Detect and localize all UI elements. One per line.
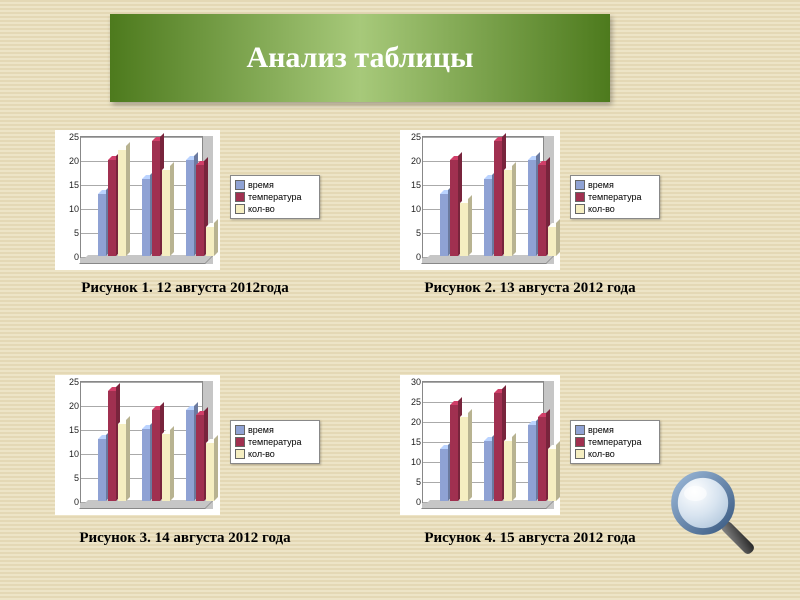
legend-swatch [575, 437, 585, 447]
legend-label: время [248, 424, 274, 436]
chart-c4: 051015202530 [400, 375, 560, 515]
slide-title: Анализ таблицы [246, 41, 473, 75]
bar [186, 160, 194, 256]
legend-label: температура [588, 436, 642, 448]
bar [504, 441, 512, 501]
legend-label: кол-во [588, 448, 615, 460]
bar [118, 424, 126, 501]
chart-caption: Рисунок 2. 13 августа 2012 года [385, 280, 675, 297]
legend-label: температура [248, 191, 302, 203]
legend-label: кол-во [588, 203, 615, 215]
bar [98, 194, 106, 256]
bar [460, 203, 468, 256]
legend-label: время [588, 179, 614, 191]
plot-area: 0510152025 [422, 136, 554, 264]
legend-swatch [235, 192, 245, 202]
bar [528, 425, 536, 501]
bars [80, 381, 213, 509]
chart-caption: Рисунок 3. 14 августа 2012 года [40, 530, 330, 547]
legend-swatch [235, 449, 245, 459]
legend-item: время [235, 179, 315, 191]
bar [206, 227, 214, 256]
bar [152, 410, 160, 501]
legend-item: время [575, 424, 655, 436]
bar [142, 429, 150, 501]
bar [196, 415, 204, 501]
bar [440, 194, 448, 256]
magnifier-icon [665, 465, 760, 560]
bar [504, 170, 512, 256]
legend-item: кол-во [235, 203, 315, 215]
bar [108, 160, 116, 256]
legend-item: температура [575, 436, 655, 448]
legend-item: кол-во [575, 448, 655, 460]
legend-label: температура [248, 436, 302, 448]
legend-item: температура [235, 436, 315, 448]
chart-c1: 0510152025 [55, 130, 220, 270]
bar [494, 141, 502, 256]
bar [450, 160, 458, 256]
legend-label: кол-во [248, 448, 275, 460]
bar [528, 160, 536, 256]
chart-caption: Рисунок 1. 12 августа 2012года [40, 280, 330, 297]
legend-swatch [235, 437, 245, 447]
bar [108, 391, 116, 501]
legend-label: время [248, 179, 274, 191]
chart-c3: 0510152025 [55, 375, 220, 515]
bar [484, 441, 492, 501]
legend-item: температура [235, 191, 315, 203]
title-band: Анализ таблицы [110, 14, 610, 102]
legend-swatch [575, 180, 585, 190]
bar [142, 179, 150, 256]
plot-area: 0510152025 [80, 381, 213, 509]
bar [118, 150, 126, 256]
bar [460, 417, 468, 501]
plot-area: 0510152025 [80, 136, 213, 264]
legend-item: температура [575, 191, 655, 203]
slide: Анализ таблицы 0510152025времятемператур… [0, 0, 800, 600]
legend-label: время [588, 424, 614, 436]
legend: времятемпературакол-во [230, 175, 320, 219]
chart-c2: 0510152025 [400, 130, 560, 270]
bar [162, 170, 170, 256]
legend-swatch [235, 425, 245, 435]
bar [538, 165, 546, 256]
bar [548, 449, 556, 501]
bar [494, 393, 502, 501]
legend-swatch [235, 180, 245, 190]
bars [422, 381, 554, 509]
legend-swatch [575, 449, 585, 459]
legend: времятемпературакол-во [570, 420, 660, 464]
legend-swatch [235, 204, 245, 214]
bar [186, 410, 194, 501]
bars [80, 136, 213, 264]
bar [152, 141, 160, 256]
bar [206, 443, 214, 501]
bar [196, 165, 204, 256]
legend-label: температура [588, 191, 642, 203]
legend-swatch [575, 204, 585, 214]
bar [162, 434, 170, 501]
chart-caption: Рисунок 4. 15 августа 2012 года [385, 530, 675, 547]
bar [440, 449, 448, 501]
legend-item: время [575, 179, 655, 191]
bar [484, 179, 492, 256]
legend: времятемпературакол-во [570, 175, 660, 219]
bar [538, 417, 546, 501]
bars [422, 136, 554, 264]
legend-label: кол-во [248, 203, 275, 215]
legend-item: время [235, 424, 315, 436]
legend: времятемпературакол-во [230, 420, 320, 464]
plot-area: 051015202530 [422, 381, 554, 509]
bar [450, 405, 458, 501]
bar [548, 227, 556, 256]
legend-item: кол-во [235, 448, 315, 460]
legend-item: кол-во [575, 203, 655, 215]
legend-swatch [575, 425, 585, 435]
legend-swatch [575, 192, 585, 202]
bar [98, 439, 106, 501]
